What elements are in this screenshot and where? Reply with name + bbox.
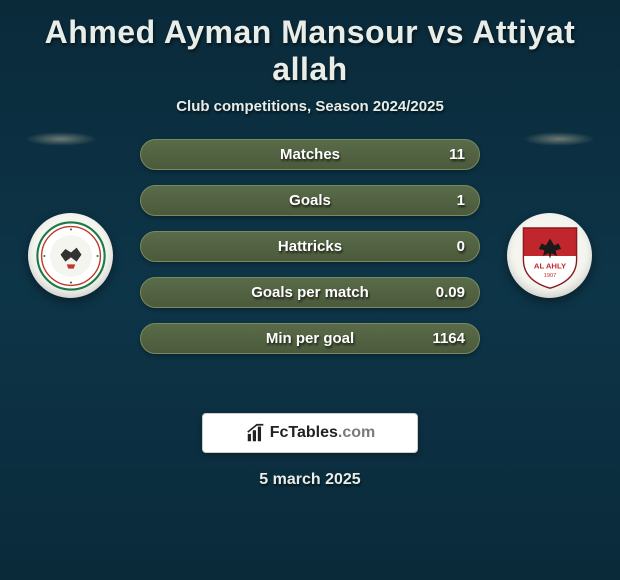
page-title: Ahmed Ayman Mansour vs Attiyat allah [0, 0, 620, 94]
logo-text: FcTables.com [270, 424, 376, 442]
bar-chart-icon [245, 422, 267, 444]
tala-el-gaish-crest-icon [36, 221, 106, 291]
stat-label: Hattricks [278, 238, 342, 255]
date-label: 5 march 2025 [0, 471, 620, 489]
fctables-logo: FcTables.com [202, 413, 418, 453]
stat-right-value: 0 [457, 238, 465, 255]
badge-shadow-left [25, 132, 97, 146]
stat-bar-goals: Goals 1 [140, 185, 480, 216]
stat-right-value: 1164 [432, 330, 465, 347]
svg-text:AL AHLY: AL AHLY [533, 261, 565, 270]
subtitle: Club competitions, Season 2024/2025 [0, 94, 620, 119]
team-badge-right: AL AHLY 1907 [507, 213, 592, 298]
team-badge-left [28, 213, 113, 298]
stat-label: Min per goal [266, 330, 354, 347]
stat-label: Matches [280, 146, 340, 163]
stat-label: Goals per match [251, 284, 369, 301]
badge-shadow-right [523, 132, 595, 146]
stat-bar-matches: Matches 11 [140, 139, 480, 170]
al-ahly-crest-icon: AL AHLY 1907 [515, 221, 585, 291]
stat-bar-min-per-goal: Min per goal 1164 [140, 323, 480, 354]
stat-right-value: 1 [457, 192, 465, 209]
stat-bar-hattricks: Hattricks 0 [140, 231, 480, 262]
stat-right-value: 11 [449, 146, 465, 163]
svg-text:1907: 1907 [543, 273, 555, 279]
stat-label: Goals [289, 192, 331, 209]
stat-bars: Matches 11 Goals 1 Hattricks 0 Goals per… [140, 139, 480, 354]
stat-bar-goals-per-match: Goals per match 0.09 [140, 277, 480, 308]
stat-right-value: 0.09 [436, 284, 465, 301]
comparison-panel: AL AHLY 1907 Matches 11 Goals 1 Hattrick… [0, 139, 620, 399]
